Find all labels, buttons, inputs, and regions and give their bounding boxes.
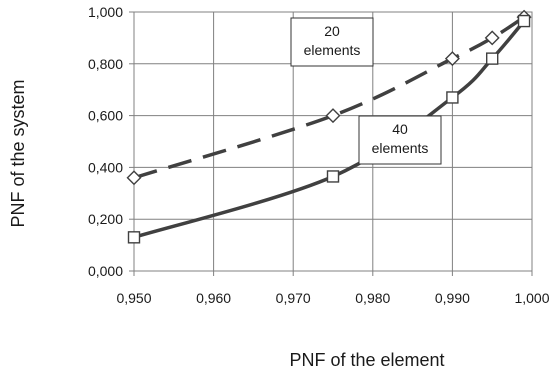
x-tick-label: 0,990 <box>435 290 470 306</box>
series-callout-label: 20 <box>324 23 340 39</box>
data-point-square <box>127 231 141 244</box>
y-tick-label: 0,400 <box>88 159 123 175</box>
data-point-square <box>446 91 459 104</box>
data-point-diamond <box>126 170 142 186</box>
data-point-square <box>517 14 531 28</box>
x-axis-title: PNF of the element <box>289 350 444 370</box>
y-axis-title: PNF of the system <box>8 79 28 227</box>
series-callout-label: elements <box>304 42 361 58</box>
x-tick-label: 0,950 <box>116 290 151 306</box>
series-line-1 <box>133 15 525 180</box>
data-point-square <box>486 52 499 65</box>
y-tick-label: 0,800 <box>88 56 123 72</box>
data-point-diamond <box>444 51 460 67</box>
y-tick-label: 0,000 <box>88 263 123 279</box>
series-callout-label: 40 <box>392 121 408 137</box>
data-point-diamond <box>484 30 500 46</box>
x-tick-label: 0,960 <box>196 290 231 306</box>
y-tick-label: 0,600 <box>88 108 123 124</box>
x-tick-label: 1,000 <box>514 290 549 306</box>
plot-frame <box>133 11 533 272</box>
x-tick-label: 0,970 <box>276 290 311 306</box>
series-callout-label: elements <box>372 140 429 156</box>
y-tick-label: 0,200 <box>88 211 123 227</box>
data-point-square <box>326 170 340 183</box>
x-tick-label: 0,980 <box>355 290 390 306</box>
y-tick-label: 1,000 <box>88 4 123 20</box>
series-callout-box <box>358 115 442 165</box>
series-callout-box <box>290 17 374 67</box>
data-point-diamond <box>325 108 341 124</box>
